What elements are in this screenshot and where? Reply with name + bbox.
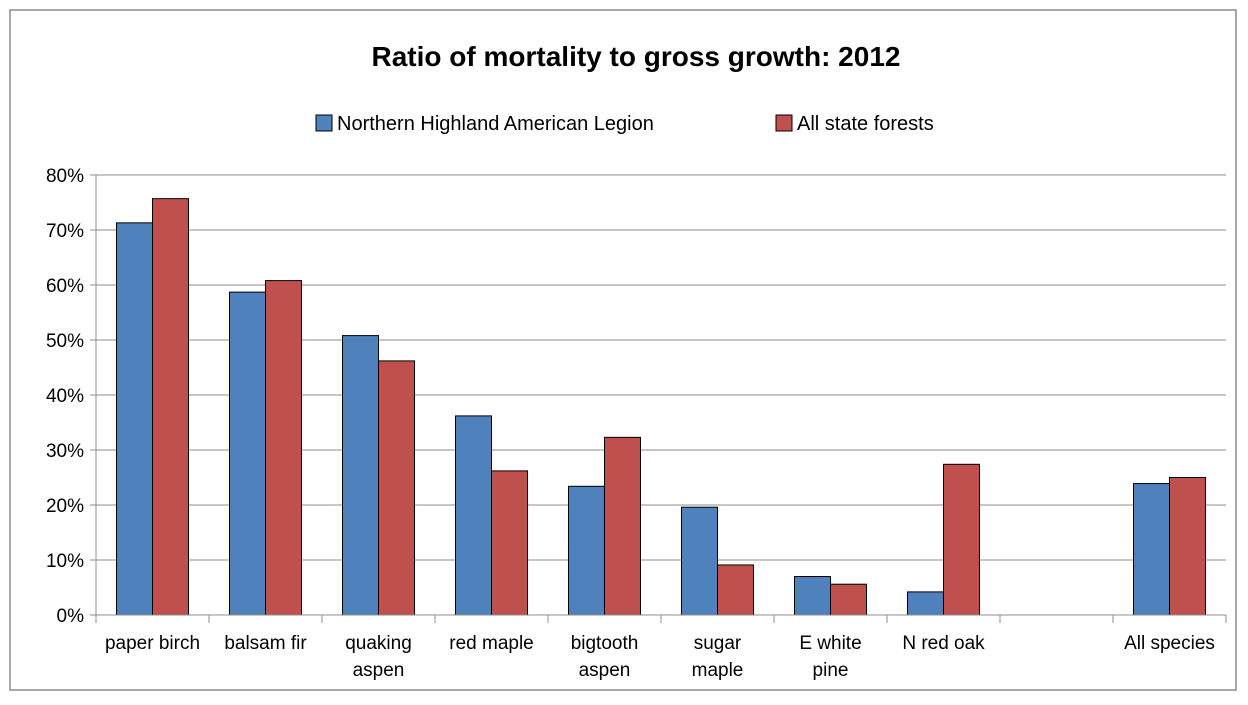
x-tick-label: paper birch	[105, 633, 200, 654]
chart-title: Ratio of mortality to gross growth: 2012	[372, 41, 901, 72]
bar-all-state-forests	[152, 198, 189, 616]
y-tick-label: 70%	[46, 221, 84, 242]
y-tick-label: 0%	[57, 606, 85, 627]
x-tick-label-line: sugar	[694, 633, 742, 654]
bar-all-state-forests	[491, 470, 528, 616]
legend-swatch	[315, 114, 333, 132]
y-tick-label: 10%	[46, 551, 84, 572]
bar-northern-highland	[794, 576, 831, 616]
bar-all-state-forests	[265, 280, 302, 616]
legend-label: All state forests	[797, 113, 934, 135]
x-tick-label: quaking aspen	[345, 633, 412, 681]
x-tick-label-line: All species	[1124, 633, 1215, 654]
x-tick-label-line: pine	[813, 660, 849, 681]
x-tick-label-line: aspen	[579, 660, 631, 681]
y-tick-label: 50%	[46, 331, 84, 352]
bar-northern-highland	[455, 415, 492, 616]
x-axis: paper birch balsam fir quaking aspen red map…	[95, 614, 1227, 681]
x-tick-label: red maple	[449, 633, 534, 654]
legend-label: Northern Highland American Legion	[337, 113, 654, 135]
x-tick-label: sugar maple	[692, 633, 744, 681]
x-tick-label-line: maple	[692, 660, 744, 681]
bar-all-state-forests	[604, 436, 641, 616]
x-tick-label: All species	[1124, 633, 1215, 654]
x-tick-label-line: E white	[799, 633, 861, 654]
y-axis: 0% 10% 20% 30% 40% 50% 60% 70% 80%	[46, 166, 97, 627]
bar-northern-highland	[1133, 483, 1170, 616]
legend: Northern Highland American Legion All sta…	[315, 113, 934, 135]
y-tick-label: 80%	[46, 166, 84, 187]
bar-all-state-forests	[1169, 477, 1206, 616]
x-tick-label-line: bigtooth	[571, 633, 639, 654]
y-tick-label: 60%	[46, 276, 84, 297]
bars	[116, 198, 1206, 616]
x-tick-label: E white pine	[799, 633, 861, 681]
x-tick-label-line: red maple	[449, 633, 534, 654]
x-tick-label-line: paper birch	[105, 633, 200, 654]
bar-northern-highland	[568, 485, 605, 616]
legend-swatch	[775, 114, 793, 132]
x-tick-label: bigtooth aspen	[571, 633, 639, 681]
x-tick-label-line: aspen	[353, 660, 405, 681]
bar-northern-highland	[681, 506, 718, 616]
x-tick-label-line: quaking	[345, 633, 412, 654]
bar-northern-highland	[229, 291, 266, 616]
y-tick-label: 30%	[46, 441, 84, 462]
bar-all-state-forests	[717, 564, 754, 616]
bar-northern-highland	[342, 335, 379, 616]
y-tick-label: 20%	[46, 496, 84, 517]
bar-northern-highland	[116, 222, 153, 616]
x-tick-label: balsam fir	[224, 633, 307, 654]
x-tick-label-line: balsam fir	[224, 633, 307, 654]
bar-all-state-forests	[943, 463, 980, 616]
y-tick-label: 40%	[46, 386, 84, 407]
x-tick-label: N red oak	[902, 633, 985, 654]
bar-all-state-forests	[378, 360, 415, 616]
bar-all-state-forests	[830, 583, 867, 616]
x-tick-label-line: N red oak	[902, 633, 985, 654]
bar-northern-highland	[907, 591, 944, 616]
